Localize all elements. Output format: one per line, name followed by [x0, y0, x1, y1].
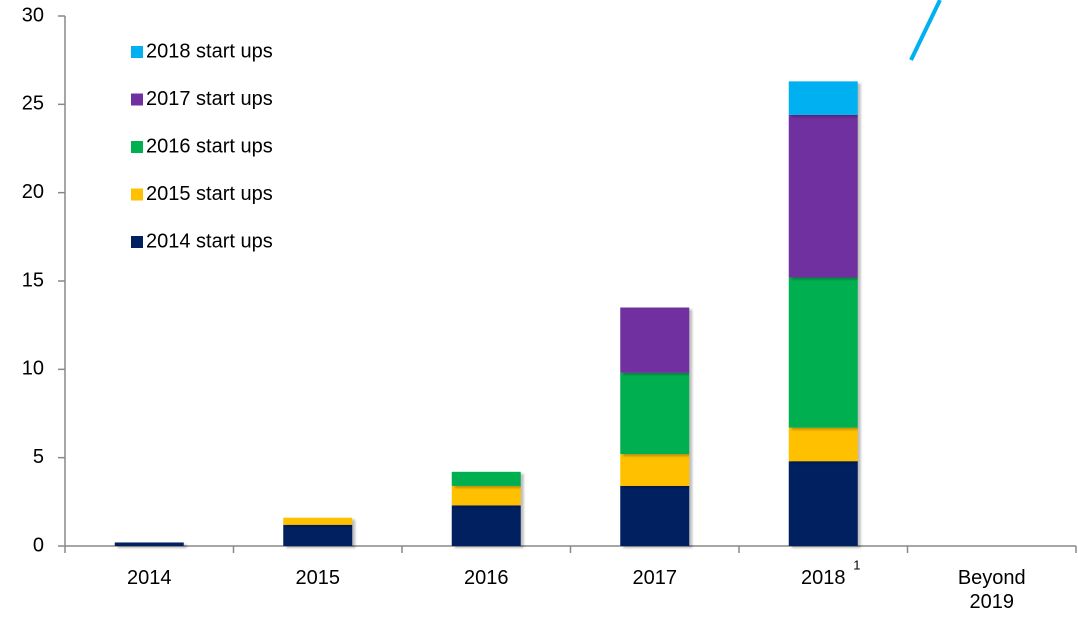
bar: [451, 505, 521, 546]
legend-label: 2016 start ups: [146, 135, 273, 157]
y-tick-label: 30: [22, 4, 44, 26]
legend-label: 2017 start ups: [146, 88, 273, 110]
bar: [283, 524, 353, 546]
bar: [620, 307, 690, 373]
bar: [788, 427, 858, 462]
bar: [620, 485, 690, 546]
legend-label: 2018 start ups: [146, 40, 273, 62]
bar: [620, 454, 690, 486]
x-tick-label: Beyond 2019: [957, 567, 1026, 613]
y-tick-label: 5: [33, 446, 44, 468]
bar: [788, 114, 858, 278]
y-tick-label: 20: [22, 181, 44, 203]
x-tick-label: 2016: [464, 567, 509, 589]
y-tick-label: 25: [22, 93, 44, 115]
y-tick-label: 10: [22, 358, 44, 380]
bar: [788, 277, 858, 428]
x-tick-label: 2014: [127, 567, 172, 589]
x-tick-label: 2015: [295, 567, 341, 589]
x-tick-label: 2018: [801, 567, 846, 589]
bar: [451, 471, 521, 486]
legend-label: 2014 start ups: [146, 230, 273, 252]
bar: [788, 81, 858, 115]
bar: [620, 372, 690, 455]
legend-swatch: [131, 188, 143, 201]
bar: [114, 542, 184, 546]
bar: [283, 517, 353, 525]
decor-line: [909, 0, 942, 61]
legend-swatch: [131, 93, 143, 106]
legend-swatch: [131, 141, 143, 153]
bar: [788, 461, 858, 546]
bar: [451, 485, 521, 506]
x-tick-label: 2017: [632, 567, 678, 589]
y-tick-label: 0: [33, 534, 44, 556]
y-tick-label: 15: [22, 269, 44, 291]
legend-label: 2015 start ups: [146, 183, 273, 205]
legend-swatch: [131, 236, 143, 248]
footnote-marker: 1: [853, 557, 860, 572]
legend-swatch: [131, 46, 143, 58]
